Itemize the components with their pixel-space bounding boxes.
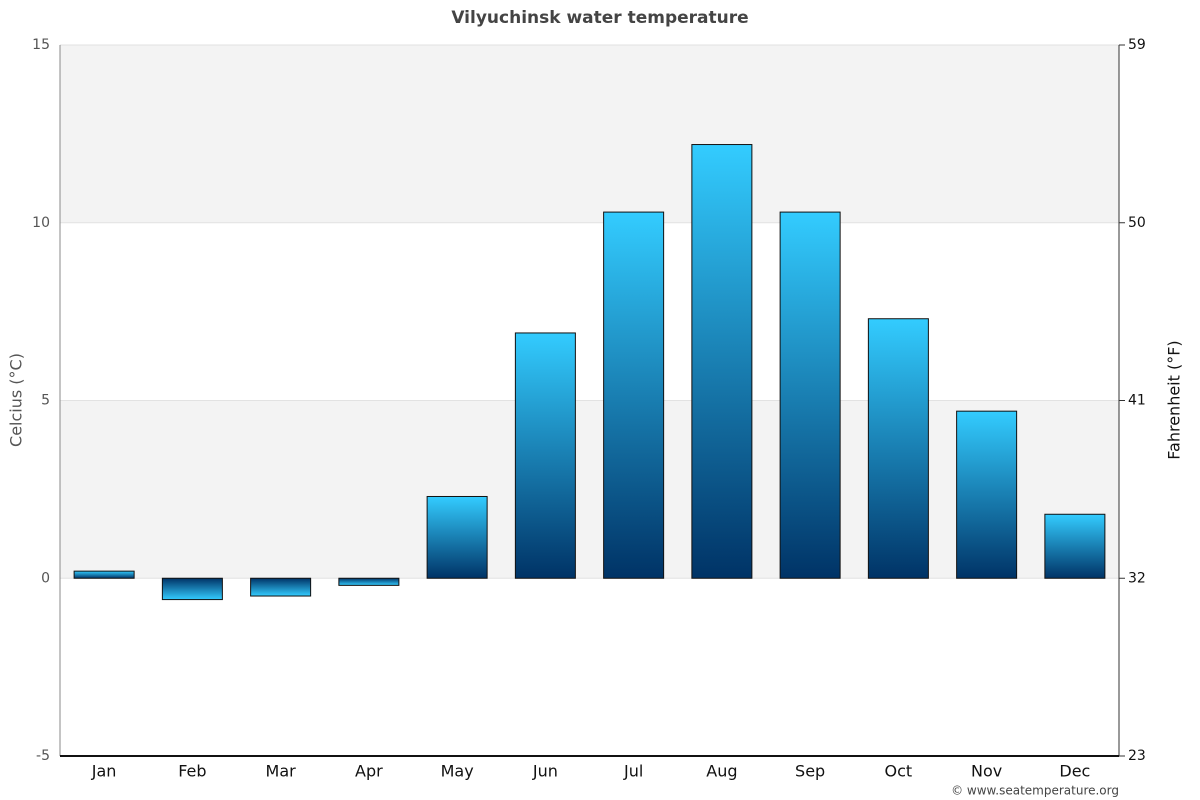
x-tick-label: Dec <box>1059 762 1090 781</box>
y2-tick-label: 50 <box>1128 215 1146 231</box>
bar <box>426 495 488 579</box>
x-tick-label: Apr <box>355 762 383 781</box>
y-tick-label: 15 <box>32 37 50 53</box>
y2-axis-label: Fahrenheit (°F) <box>1165 340 1184 459</box>
bar <box>250 577 312 597</box>
y-tick-label: 10 <box>32 215 50 231</box>
x-tick-label: May <box>441 762 474 781</box>
x-tick-label: Aug <box>706 762 737 781</box>
x-tick-label: Jun <box>532 762 558 781</box>
y-tick-label: -5 <box>36 748 50 764</box>
bar <box>338 577 400 586</box>
bar <box>603 211 665 579</box>
plot-band <box>60 45 1119 223</box>
x-tick-label: Oct <box>885 762 913 781</box>
chart-title: Vilyuchinsk water temperature <box>451 8 748 28</box>
y-tick-label: 5 <box>41 393 50 409</box>
bar <box>1044 513 1106 579</box>
bar <box>514 332 576 579</box>
y-tick-label: 0 <box>41 570 50 586</box>
bar <box>779 211 841 579</box>
x-tick-label: Jan <box>91 762 117 781</box>
x-tick-label: Nov <box>971 762 1002 781</box>
x-tick-label: Mar <box>266 762 297 781</box>
bar <box>956 410 1018 579</box>
y-axis-label: Celcius (°C) <box>7 353 26 447</box>
plot-band <box>60 400 1119 579</box>
bar <box>161 577 223 601</box>
x-tick-label: Feb <box>178 762 206 781</box>
bar <box>691 144 753 579</box>
bar <box>867 318 929 579</box>
x-tick-label: Jul <box>623 762 643 781</box>
bar <box>73 570 135 579</box>
x-tick-label: Sep <box>795 762 825 781</box>
credit: © www.seatemperature.org <box>951 784 1119 798</box>
y2-tick-label: 59 <box>1128 37 1146 53</box>
y2-tick-label: 23 <box>1128 748 1146 764</box>
y2-tick-label: 32 <box>1128 570 1146 586</box>
y2-tick-label: 41 <box>1128 393 1146 409</box>
